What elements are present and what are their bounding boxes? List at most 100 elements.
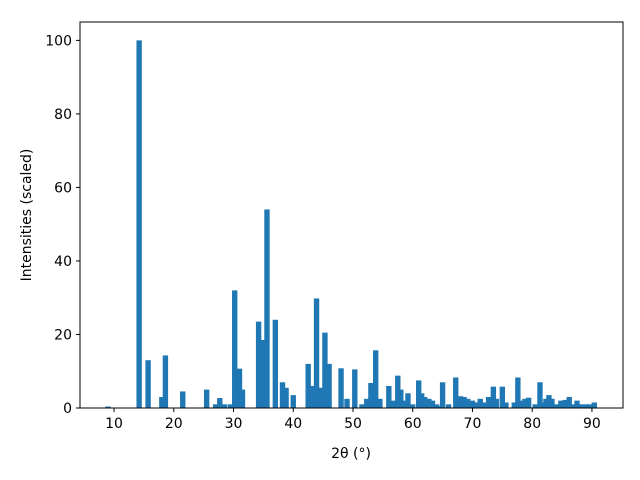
bar xyxy=(421,396,428,408)
bar xyxy=(566,396,572,408)
bar xyxy=(145,360,151,408)
bar xyxy=(180,391,186,408)
bar xyxy=(445,404,452,408)
x-axis-label: 2θ (°) xyxy=(331,446,371,462)
bar xyxy=(518,400,525,408)
bar xyxy=(436,406,443,408)
bar xyxy=(549,398,555,408)
bar xyxy=(426,398,432,408)
bar xyxy=(221,404,228,408)
bar xyxy=(395,375,401,408)
x-tick-label: 50 xyxy=(344,416,362,432)
bar xyxy=(481,402,488,408)
bar xyxy=(583,404,589,408)
bar xyxy=(239,389,246,408)
bar xyxy=(272,319,279,408)
x-tick-label: 20 xyxy=(165,416,183,432)
y-tick-label: 20 xyxy=(54,327,72,343)
bar xyxy=(562,399,568,408)
bar xyxy=(368,383,374,408)
bar xyxy=(574,400,580,408)
bar xyxy=(477,398,483,408)
bar xyxy=(373,350,379,408)
x-tick-label: 30 xyxy=(225,416,243,432)
y-tick-label: 80 xyxy=(54,107,72,123)
bar xyxy=(537,382,543,408)
bar xyxy=(136,40,142,408)
bar xyxy=(162,355,169,408)
bar xyxy=(410,404,416,408)
bar xyxy=(232,290,238,408)
bar xyxy=(558,400,564,408)
plot-frame xyxy=(79,21,624,409)
bar xyxy=(515,377,521,408)
bar xyxy=(543,398,549,408)
bar xyxy=(305,363,311,408)
x-tick-label: 40 xyxy=(284,416,302,432)
x-tick-label: 60 xyxy=(404,416,422,432)
bar xyxy=(439,382,446,408)
x-tick-label: 80 xyxy=(523,416,541,432)
bar xyxy=(279,382,286,408)
bar xyxy=(386,385,392,408)
bar xyxy=(236,368,243,408)
bar xyxy=(532,404,538,408)
x-tick-label: 70 xyxy=(464,416,482,432)
bar xyxy=(429,400,436,408)
bar xyxy=(390,400,397,408)
bar xyxy=(453,377,459,408)
bar xyxy=(159,396,165,408)
bar xyxy=(522,398,528,408)
bar xyxy=(338,368,344,408)
bar xyxy=(105,406,111,408)
bar xyxy=(398,389,404,408)
bar xyxy=(469,400,476,408)
bar xyxy=(322,332,328,408)
x-tick-label: 90 xyxy=(583,416,601,432)
bar xyxy=(212,404,219,408)
y-tick-label: 40 xyxy=(54,254,72,270)
y-tick-label: 0 xyxy=(63,401,72,417)
bar xyxy=(540,402,546,408)
bar xyxy=(553,404,559,408)
bar xyxy=(217,398,223,408)
y-axis-label: Intensities (scaled) xyxy=(19,149,35,282)
bar xyxy=(255,321,262,408)
bar xyxy=(326,363,332,408)
bar xyxy=(571,404,577,408)
bar xyxy=(364,398,370,408)
bar xyxy=(464,398,471,408)
bar xyxy=(317,387,323,408)
bar xyxy=(433,404,440,408)
bar xyxy=(525,397,532,408)
bar xyxy=(511,402,517,408)
y-tick-label: 100 xyxy=(45,33,72,49)
bar xyxy=(227,404,234,408)
bar xyxy=(309,385,316,408)
bar xyxy=(405,393,411,408)
bar xyxy=(290,395,296,408)
bar xyxy=(260,339,267,408)
bar xyxy=(499,386,506,408)
bar xyxy=(203,389,210,408)
bar xyxy=(485,396,492,408)
bar xyxy=(359,404,365,408)
bar xyxy=(503,402,509,408)
bar xyxy=(461,396,467,408)
bar xyxy=(457,396,464,408)
bar xyxy=(587,404,593,408)
bar xyxy=(313,298,320,408)
bar xyxy=(419,393,425,408)
y-tick-label: 60 xyxy=(54,180,72,196)
bar xyxy=(352,369,358,408)
bar xyxy=(377,398,383,408)
bar xyxy=(591,402,598,408)
bar xyxy=(416,380,422,408)
bar xyxy=(344,398,350,408)
bar xyxy=(473,402,479,408)
bar xyxy=(546,395,552,408)
bar xyxy=(578,404,584,408)
bar xyxy=(283,387,289,408)
bar xyxy=(490,386,497,408)
